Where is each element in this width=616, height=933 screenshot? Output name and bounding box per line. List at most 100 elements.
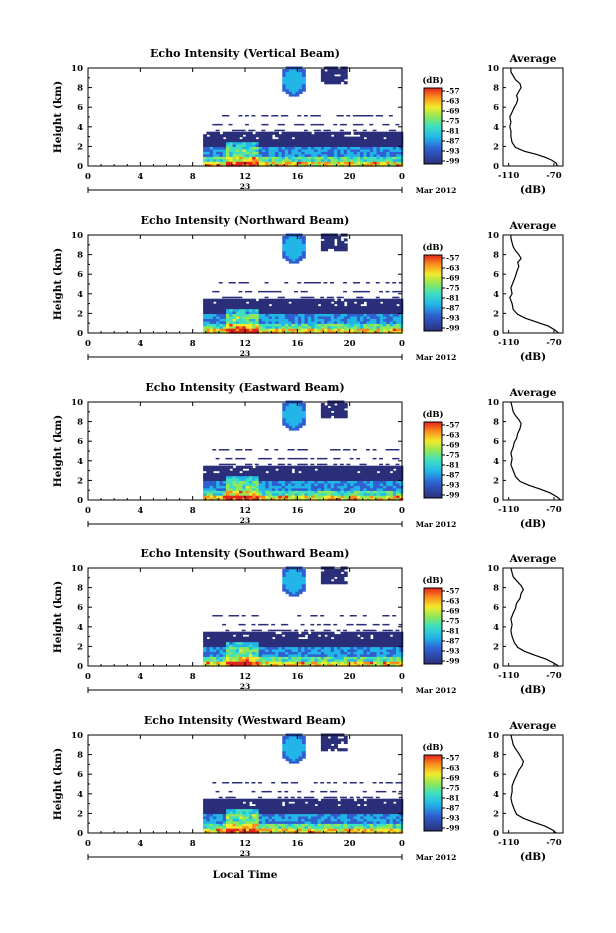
heatmap-cell [376,282,380,284]
heatmap-cell [350,624,354,626]
heatmap-cell [327,630,331,632]
heatmap-cell [356,630,360,632]
colorbar-tick-label: -93 [446,314,460,323]
average-title: Average [509,220,557,232]
colorbar-tick-label: -75 [446,284,460,293]
average-title: Average [509,53,557,65]
heatmap-cell [389,630,393,632]
panel-5: Echo Intensity (Westward Beam)0246810Hei… [52,714,563,863]
heatmap-cell [343,291,347,293]
heatmap-cell [324,458,328,460]
average-y-tick-label: 4 [493,623,499,633]
colorbar-tick-label: -57 [446,87,460,96]
heatmap-cell [248,449,252,451]
heatmap-cell [245,124,249,126]
colorbar-tick-label: -75 [446,617,460,626]
average-y-tick-label: 8 [493,418,499,428]
y-tick-label: 2 [77,309,83,319]
heatmap-cell [304,630,308,632]
average-y-tick-label: 2 [493,142,499,152]
heatmap-cell [239,115,243,117]
heatmap-cell [369,115,373,117]
heatmap-cell [353,130,357,132]
heatmap-cell [376,297,380,299]
heatmap-cell [399,632,403,635]
average-y-tick-label: 4 [493,290,499,300]
x-tick-label: 0 [85,172,91,182]
average-frame [503,68,563,166]
heatmap-cell [302,236,306,239]
heatmap-cell [392,615,396,617]
heatmap-cell [229,124,233,126]
heatmap-cell [216,130,220,132]
colorbar [424,422,442,498]
heatmap-cell [330,297,334,299]
heatmap-cell [379,291,383,293]
heatmap-cell [294,630,298,632]
y-tick-label: 8 [77,584,83,594]
x-tick-label: 16 [291,172,303,182]
average-profile-line [511,402,561,500]
heatmap-cell [310,458,314,460]
y-tick-label: 4 [77,123,83,133]
colorbar [424,588,442,664]
heatmap-cell [344,571,348,574]
day-label: 23 [240,516,250,525]
heatmap-cell [346,449,350,451]
heatmap-cell [232,282,236,284]
average-x-tick-label: -70 [546,505,561,515]
colorbar-tick-label: -57 [446,587,460,596]
heatmap-cell [255,464,259,466]
colorbar-unit: (dB) [422,75,443,86]
colorbar [424,88,442,164]
heatmap-cell [301,624,305,626]
heatmap-cell [261,130,265,132]
panel-title: Echo Intensity (Eastward Beam) [145,381,344,394]
heatmap-cell [302,69,306,72]
heatmap-cell [265,282,269,284]
heatmap-cell [337,630,341,632]
y-tick-label: 4 [77,457,83,467]
heatmap-cell [297,115,301,117]
x-tick-label: 4 [137,339,143,349]
heatmap-cell [399,466,403,469]
heatmap-cell [353,449,357,451]
heatmap-cell [301,124,305,126]
x-tick-label: 8 [190,672,196,682]
average-x-tick-label: -110 [498,338,519,348]
heatmap-cell [386,124,390,126]
y-axis-label: Height (km) [52,415,64,487]
y-tick-label: 10 [71,398,83,408]
heatmap-cell [396,124,400,126]
colorbar-unit: (dB) [422,575,443,586]
heatmap-cell [281,124,285,126]
average-title: Average [509,387,557,399]
heatmap-cell [271,624,275,626]
average-y-tick-label: 10 [487,64,499,74]
colorbar-tick-label: -81 [446,461,460,470]
heatmap-cell [288,630,292,632]
average-x-tick-label: -70 [546,171,561,181]
average-profile-line [510,68,558,166]
heatmap-cell [265,124,269,126]
heatmap-cell [288,464,292,466]
average-x-tick-label: -110 [498,505,519,515]
average-x-tick-label: -70 [546,671,561,681]
heatmap-cell [320,124,324,126]
colorbar-tick-label: -69 [446,107,460,116]
heatmap-cell [265,449,269,451]
heatmap-cell [386,291,390,293]
heatmap-cell [242,615,246,617]
panel-4: Echo Intensity (Southward Beam)0246810He… [52,547,563,696]
heatmap-cell [248,464,252,466]
heatmap-cell [242,624,246,626]
heatmap-cell [327,624,331,626]
average-title: Average [509,553,557,565]
average-x-label: (dB) [520,684,546,696]
heatmap-cell [396,297,400,299]
average-y-tick-label: 6 [493,103,499,113]
y-tick-label: 4 [77,290,83,300]
average-y-tick-label: 4 [493,123,499,133]
colorbar-tick-label: -99 [446,324,460,333]
heatmap-cell [320,297,324,299]
